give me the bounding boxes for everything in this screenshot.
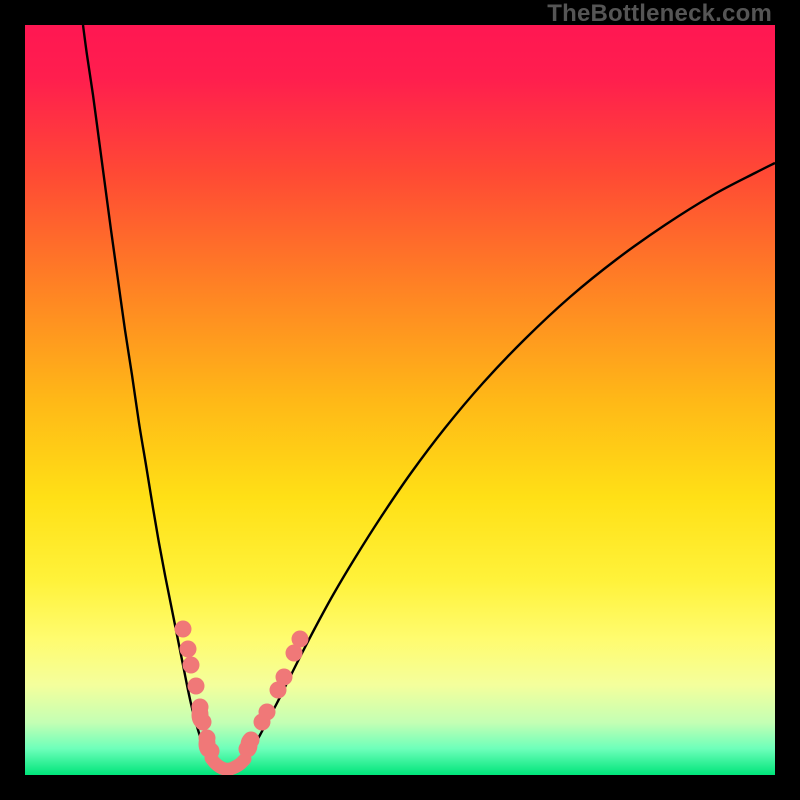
marker-point xyxy=(180,641,197,658)
curve-right-branch xyxy=(235,163,775,768)
marker-point xyxy=(276,669,293,686)
marker-point xyxy=(175,621,192,638)
watermark-label: TheBottleneck.com xyxy=(547,0,772,28)
marker-point xyxy=(192,699,209,716)
marker-point xyxy=(243,732,260,749)
marker-point xyxy=(292,631,309,648)
marker-point xyxy=(259,704,276,721)
markers-group xyxy=(175,621,309,760)
chart-curve-layer xyxy=(25,25,775,775)
marker-point xyxy=(203,743,220,760)
marker-point xyxy=(188,678,205,695)
chart-outer-frame: TheBottleneck.com xyxy=(0,0,800,800)
marker-point xyxy=(183,657,200,674)
marker-point xyxy=(195,714,212,731)
curve-left-branch xyxy=(83,25,220,768)
chart-plot-area xyxy=(25,25,775,775)
curve-bottom-arc xyxy=(211,758,245,769)
